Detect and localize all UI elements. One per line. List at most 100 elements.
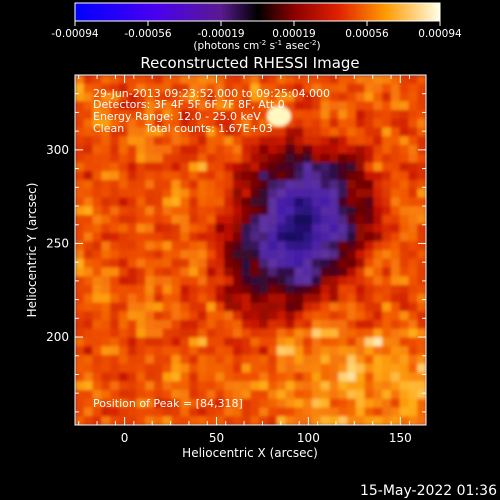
heatmap-cell (145, 206, 155, 216)
heatmap-cell (92, 355, 102, 365)
heatmap-cell (294, 75, 304, 85)
heatmap-cell (347, 355, 357, 365)
heatmap-cell (110, 302, 120, 312)
heatmap-cell (197, 92, 208, 102)
heatmap-cell (311, 363, 322, 374)
heatmap-cell (110, 293, 120, 304)
heatmap-cell (127, 136, 138, 146)
heatmap-cell (347, 83, 357, 94)
heatmap-cell (276, 372, 287, 382)
colorbar-tick-label: 0.00094 (418, 28, 462, 40)
heatmap-cell (303, 127, 313, 137)
heatmap-cell (118, 285, 129, 295)
heatmap-cell (189, 136, 199, 146)
heatmap-cell (417, 250, 426, 260)
heatmap-cell (197, 328, 208, 339)
heatmap-cell (320, 311, 331, 321)
heatmap-cell (329, 346, 339, 356)
heatmap-cell (259, 328, 269, 339)
heatmap-cell (276, 206, 287, 216)
heatmap-cell (329, 171, 339, 181)
heatmap-cell (338, 206, 348, 216)
heatmap-cell (162, 171, 173, 181)
heatmap-cell (338, 320, 348, 330)
heatmap-cell (285, 153, 295, 164)
heatmap-cell (390, 416, 401, 425)
heatmap-cell (197, 136, 208, 146)
heatmap-cell (364, 197, 374, 207)
heatmap-cell (75, 258, 85, 269)
heatmap-cell (127, 101, 138, 111)
heatmap-cell (250, 302, 260, 312)
heatmap-cell (189, 232, 199, 242)
heatmap-cell (189, 197, 199, 207)
heatmap-cell (364, 311, 374, 321)
heatmap-cell (180, 311, 190, 321)
heatmap-cell (347, 258, 357, 269)
heatmap-cell (241, 145, 252, 155)
heatmap-cell (303, 285, 313, 295)
heatmap-cell (197, 407, 208, 417)
heatmap-cell (101, 153, 111, 164)
heatmap-cell (206, 258, 216, 269)
heatmap-cell (189, 215, 199, 225)
heatmap-cell (206, 250, 216, 260)
heatmap-cell (162, 346, 173, 356)
heatmap-cell (259, 390, 269, 400)
heatmap-cell (294, 258, 304, 269)
heatmap-cell (285, 206, 295, 216)
heatmap-cell (75, 180, 85, 190)
heatmap-cell (311, 83, 322, 94)
heatmap-cell (241, 398, 252, 409)
heatmap-cell (303, 355, 313, 365)
heatmap-cell (259, 118, 269, 129)
heatmap-cell (250, 328, 260, 339)
heatmap-cell (382, 206, 392, 216)
heatmap-cell (215, 118, 225, 129)
heatmap-cell (382, 302, 392, 312)
heatmap-cell (347, 293, 357, 304)
heatmap-cell (75, 320, 85, 330)
heatmap-cell (417, 232, 426, 242)
heatmap-cell (408, 127, 418, 137)
heatmap-cell (241, 127, 252, 137)
heatmap-cell (408, 293, 418, 304)
heatmap-cell (250, 293, 260, 304)
heatmap-cell (224, 206, 234, 216)
heatmap-cell (153, 118, 164, 129)
heatmap-cell (215, 267, 225, 277)
heatmap-cell (408, 311, 418, 321)
heatmap-cell (355, 320, 366, 330)
heatmap-cell (259, 145, 269, 155)
heatmap-cell (311, 346, 322, 356)
heatmap-cell (180, 110, 190, 120)
heatmap-cell (250, 110, 260, 120)
heatmap-cell (180, 180, 190, 190)
heatmap-cell (294, 215, 304, 225)
heatmap-cell (276, 92, 287, 102)
heatmap-cell (329, 118, 339, 129)
heatmap-cell (276, 363, 287, 374)
heatmap-cell (250, 75, 260, 85)
heatmap-cell (399, 180, 410, 190)
heatmap-cell (303, 145, 313, 155)
heatmap-cell (259, 127, 269, 137)
heatmap-cell (215, 110, 225, 120)
heatmap-cell (355, 302, 366, 312)
heatmap-cell (390, 197, 401, 207)
heatmap-cell (355, 363, 366, 374)
heatmap-cell (224, 118, 234, 129)
heatmap-cell (311, 92, 322, 102)
heatmap-cell (171, 346, 181, 356)
heatmap-cell (232, 372, 243, 382)
heatmap-cell (364, 285, 374, 295)
heatmap-cell (347, 232, 357, 242)
heatmap-cell (320, 320, 331, 330)
heatmap-cell (241, 92, 252, 102)
heatmap-cell (408, 346, 418, 356)
heatmap-cell (224, 363, 234, 374)
heatmap-cell (259, 75, 269, 85)
heatmap-cell (224, 302, 234, 312)
heatmap-cell (373, 372, 383, 382)
heatmap-cell (162, 250, 173, 260)
